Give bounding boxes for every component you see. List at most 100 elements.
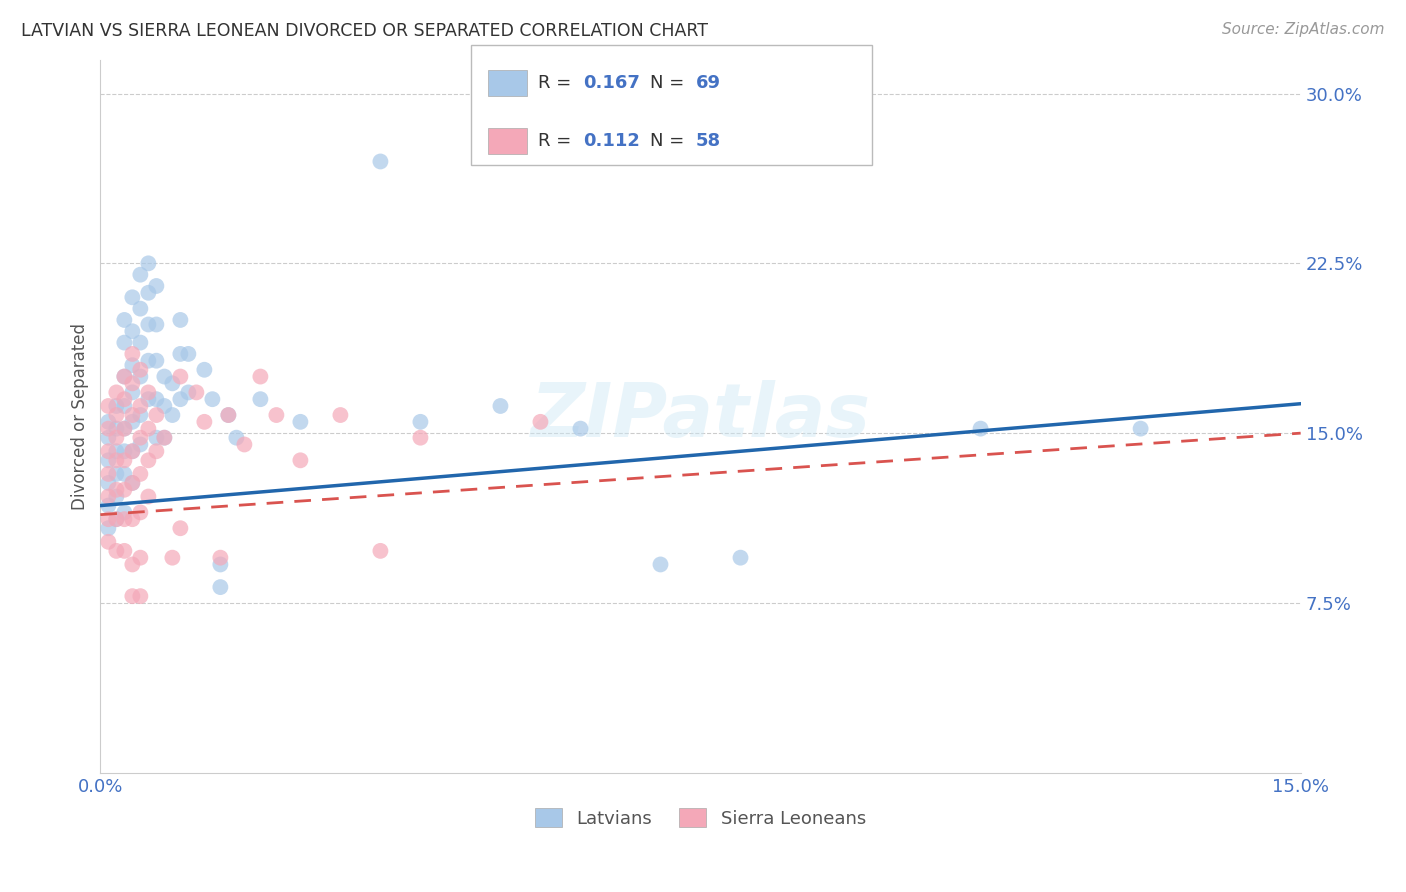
- Point: [97, 467, 120, 481]
- Point: [112, 369, 135, 384]
- Point: [112, 399, 135, 413]
- Point: [121, 385, 143, 400]
- Point: [193, 363, 215, 377]
- Point: [730, 550, 752, 565]
- Point: [186, 385, 208, 400]
- Point: [121, 415, 143, 429]
- Text: 0.167: 0.167: [583, 74, 640, 92]
- Point: [177, 347, 200, 361]
- Point: [489, 399, 512, 413]
- Point: [969, 422, 991, 436]
- Point: [138, 392, 160, 407]
- Point: [97, 399, 120, 413]
- Point: [97, 534, 120, 549]
- Point: [201, 392, 224, 407]
- Point: [105, 453, 128, 467]
- Point: [121, 475, 143, 490]
- Point: [105, 544, 128, 558]
- Point: [145, 431, 167, 445]
- Point: [249, 369, 271, 384]
- Point: [249, 392, 271, 407]
- Point: [112, 335, 135, 350]
- Point: [129, 363, 152, 377]
- Point: [112, 453, 135, 467]
- Point: [112, 313, 135, 327]
- Point: [97, 422, 120, 436]
- Point: [121, 324, 143, 338]
- Point: [138, 453, 160, 467]
- Point: [162, 376, 184, 391]
- Point: [121, 512, 143, 526]
- Point: [129, 431, 152, 445]
- Text: ZIPatlas: ZIPatlas: [530, 380, 870, 452]
- Point: [112, 422, 135, 436]
- Point: [97, 415, 120, 429]
- Point: [209, 580, 232, 594]
- Point: [105, 444, 128, 458]
- Point: [129, 301, 152, 316]
- Point: [112, 444, 135, 458]
- Point: [266, 408, 288, 422]
- Point: [105, 431, 128, 445]
- Point: [105, 467, 128, 481]
- Point: [105, 483, 128, 497]
- Point: [145, 444, 167, 458]
- Point: [97, 512, 120, 526]
- Point: [129, 589, 152, 603]
- Point: [97, 490, 120, 504]
- Point: [138, 490, 160, 504]
- Point: [145, 392, 167, 407]
- Point: [177, 385, 200, 400]
- Point: [112, 369, 135, 384]
- Text: 58: 58: [696, 132, 721, 150]
- Point: [329, 408, 352, 422]
- Point: [169, 347, 191, 361]
- Point: [217, 408, 239, 422]
- Point: [162, 550, 184, 565]
- Point: [138, 422, 160, 436]
- Text: Source: ZipAtlas.com: Source: ZipAtlas.com: [1222, 22, 1385, 37]
- Point: [121, 408, 143, 422]
- Point: [145, 279, 167, 293]
- Point: [121, 558, 143, 572]
- Point: [169, 392, 191, 407]
- Point: [112, 505, 135, 519]
- Point: [169, 313, 191, 327]
- Point: [153, 369, 176, 384]
- Point: [290, 415, 312, 429]
- Text: N =: N =: [650, 132, 689, 150]
- Point: [409, 431, 432, 445]
- Point: [370, 544, 392, 558]
- Point: [1129, 422, 1152, 436]
- Point: [169, 521, 191, 535]
- Point: [97, 521, 120, 535]
- Point: [105, 512, 128, 526]
- Point: [129, 268, 152, 282]
- Point: [169, 369, 191, 384]
- Point: [145, 318, 167, 332]
- Point: [162, 408, 184, 422]
- Point: [529, 415, 551, 429]
- Point: [138, 318, 160, 332]
- Y-axis label: Divorced or Separated: Divorced or Separated: [72, 323, 89, 509]
- Point: [121, 347, 143, 361]
- Point: [121, 358, 143, 372]
- Point: [105, 408, 128, 422]
- Point: [105, 399, 128, 413]
- Point: [650, 558, 672, 572]
- Point: [129, 550, 152, 565]
- Point: [569, 422, 592, 436]
- Point: [370, 154, 392, 169]
- Point: [129, 437, 152, 451]
- Point: [129, 335, 152, 350]
- Point: [153, 399, 176, 413]
- Point: [112, 467, 135, 481]
- Point: [138, 353, 160, 368]
- Point: [121, 444, 143, 458]
- Point: [112, 483, 135, 497]
- Point: [97, 453, 120, 467]
- Point: [112, 544, 135, 558]
- Point: [129, 408, 152, 422]
- Point: [121, 290, 143, 304]
- Point: [112, 392, 135, 407]
